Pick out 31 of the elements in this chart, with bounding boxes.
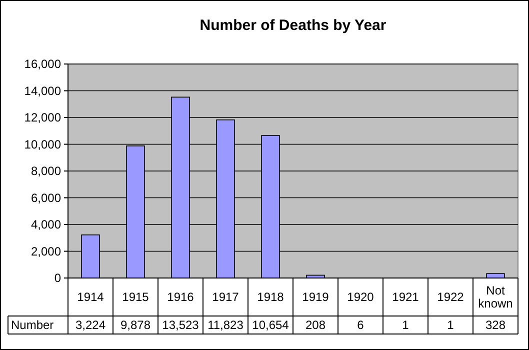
x-tick-label: 1922: [437, 290, 464, 304]
data-label: 10,654: [252, 318, 290, 332]
y-tick-label: 14,000: [24, 84, 62, 98]
data-label: 208: [305, 318, 326, 332]
y-tick-label: 2,000: [30, 244, 62, 258]
legend-label: Number: [11, 318, 54, 332]
data-label: 11,823: [208, 318, 244, 332]
x-tick-label: 1918: [257, 290, 284, 304]
data-label: 9,878: [120, 318, 151, 332]
data-label: 328: [485, 318, 506, 332]
y-tick-label: 4,000: [30, 218, 62, 232]
y-tick-label: 10,000: [24, 137, 62, 152]
y-tick-label: 12,000: [24, 110, 62, 125]
y-tick-label: 6,000: [30, 190, 62, 205]
chart-title: Number of Deaths by Year: [200, 17, 386, 34]
x-tick-label: 1917: [212, 290, 240, 304]
x-tick-label: 1915: [122, 290, 150, 304]
x-tick-label: 1919: [302, 290, 330, 304]
y-tick-label: 16,000: [24, 57, 62, 72]
data-label: 3,224: [75, 318, 106, 332]
x-tick-label: 1921: [392, 290, 420, 304]
data-label: 13,523: [162, 318, 200, 332]
x-tick-label: 1920: [347, 290, 374, 304]
y-tick-label: 8,000: [30, 164, 62, 178]
x-tick-label: 1916: [167, 290, 194, 304]
x-tick-label: Not known: [478, 284, 513, 311]
data-label: 1: [402, 318, 410, 332]
data-label: 6: [357, 318, 364, 332]
x-tick-label: 1914: [77, 290, 104, 304]
y-tick-label: 0: [54, 271, 62, 286]
data-label: 1: [447, 318, 454, 332]
